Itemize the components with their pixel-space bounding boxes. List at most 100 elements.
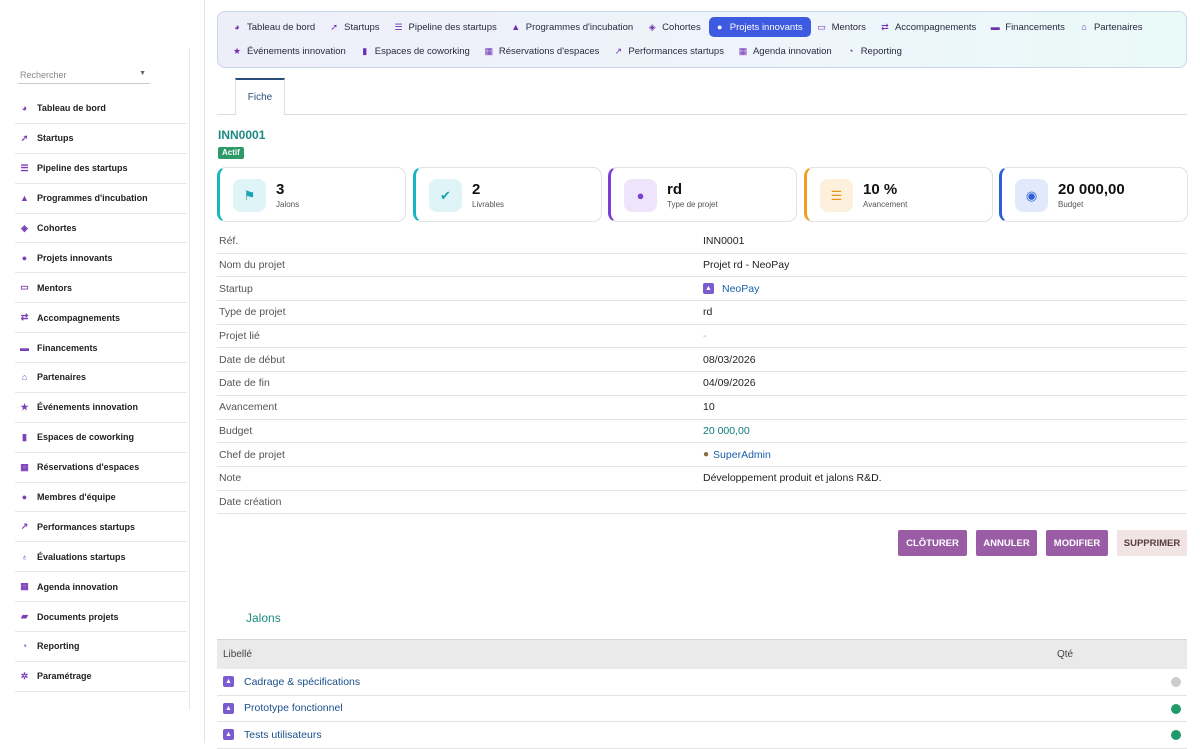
- sidebar-item-label: Partenaires: [37, 372, 87, 383]
- kpi-card: ☰ 10 % Avancement: [804, 167, 993, 222]
- field-value-text: Développement produit et jalons R&D.: [703, 472, 882, 485]
- field-value-text: INN0001: [703, 235, 745, 248]
- sidebar-item-label: Accompagnements: [37, 312, 121, 323]
- search-select[interactable]: Rechercher ▼: [18, 66, 150, 84]
- field-value-text: -: [703, 330, 707, 343]
- sidebar-item[interactable]: ◕ Tableau de bord: [15, 94, 187, 124]
- calendar-icon: ▦: [20, 581, 29, 592]
- sidebar-item[interactable]: ▰ Documents projets: [15, 602, 187, 633]
- money-bill-icon: ▬: [990, 22, 1000, 32]
- column-header-label[interactable]: Libellé: [223, 649, 252, 660]
- close-project-button[interactable]: CLÔTURER: [898, 530, 967, 556]
- field-value: Développement produit et jalons R&D.: [703, 472, 882, 484]
- nav-item[interactable]: ⌂ Partenaires: [1073, 17, 1151, 37]
- list-icon: ☰: [394, 21, 403, 32]
- field-label: Avancement: [219, 401, 278, 414]
- nav-item[interactable]: ⇄ Accompagnements: [874, 17, 984, 37]
- cancel-button[interactable]: ANNULER: [976, 530, 1037, 556]
- sidebar-item-label: Réservations d'espaces: [37, 462, 140, 473]
- sidebar-item[interactable]: ◔ Reporting: [15, 632, 187, 662]
- kpi-label: Type de projet: [667, 200, 718, 209]
- sidebar-item[interactable]: ⇄ Accompagnements: [15, 303, 187, 334]
- detail-table: Réf. INN0001 Nom du projet Projet rd - NeoP…: [217, 230, 1187, 515]
- coins-icon: ◉: [1015, 179, 1048, 212]
- sidebar-item[interactable]: ☰ Pipeline des startups: [15, 154, 187, 184]
- sidebar-item[interactable]: ➚ Startups: [15, 124, 187, 154]
- sidebar-item[interactable]: ◈ Cohortes: [15, 214, 187, 244]
- nav-item-label: Cohortes: [662, 21, 701, 33]
- sidebar-item[interactable]: ★ Événements innovation: [15, 393, 187, 423]
- sidebar-menu: ◕ Tableau de bord ➚ Startups ☰ Pipeline des s…: [15, 94, 187, 692]
- sidebar-item[interactable]: ▲ Programmes d'incubation: [15, 184, 187, 214]
- field-value[interactable]: ▲ NeoPay: [703, 283, 759, 295]
- sidebar-item[interactable]: ✲ Paramétrage: [15, 662, 187, 692]
- sidebar-item[interactable]: ▦ Réservations d'espaces: [15, 453, 187, 483]
- folder-icon: ▰: [21, 611, 28, 622]
- money-bill-icon: ▬: [20, 342, 29, 353]
- column-header-qty[interactable]: Qté: [1057, 649, 1074, 660]
- nav-item[interactable]: ★ Événements innovation: [226, 41, 354, 61]
- nav-item[interactable]: ➚ Startups: [323, 17, 387, 37]
- sidebar-item-label: Événements innovation: [37, 402, 139, 413]
- milestone-label[interactable]: Cadrage & spécifications: [244, 675, 361, 688]
- sidebar-item[interactable]: ● Membres d'équipe: [15, 483, 187, 513]
- pie-chart-icon: ◔: [21, 641, 28, 652]
- nav-item[interactable]: ▭ Mentors: [811, 17, 874, 37]
- award-icon: ♁: [21, 551, 28, 562]
- sidebar-item[interactable]: ▦ Agenda innovation: [15, 572, 187, 603]
- nav-item[interactable]: ▮ Espaces de coworking: [354, 41, 478, 61]
- field-value: 08/03/2026: [703, 354, 756, 366]
- sidebar-item[interactable]: ↗ Performances startups: [15, 512, 187, 543]
- nav-item[interactable]: ◈ Cohortes: [641, 17, 709, 37]
- nav-item[interactable]: ↗ Performances startups: [607, 41, 732, 61]
- sidebar-item[interactable]: ● Projets innovants: [15, 243, 187, 274]
- milestone-icon: ▲: [223, 676, 234, 688]
- field-label: Type de projet: [219, 306, 286, 319]
- kpi-label: Budget: [1058, 200, 1084, 209]
- edit-button[interactable]: MODIFIER: [1046, 530, 1108, 556]
- sidebar-item[interactable]: ▭ Mentors: [15, 273, 187, 304]
- field-value-text: 20 000,00: [703, 424, 750, 437]
- table-row[interactable]: ▲ Cadrage & spécifications: [217, 669, 1187, 696]
- sidebar: Rechercher ▼ ◕ Tableau de bord ➚ Startups ☰ P…: [0, 0, 205, 743]
- nav-item[interactable]: ● Projets innovants: [708, 17, 811, 37]
- sidebar-item[interactable]: ▬ Financements: [15, 333, 187, 364]
- sidebar-item[interactable]: ▮ Espaces de coworking: [15, 423, 187, 453]
- nav-item[interactable]: ▲ Programmes d'incubation: [505, 17, 641, 37]
- sidebar-item-label: Startups: [37, 133, 74, 144]
- kpi-value: 3: [276, 181, 285, 198]
- layers-icon: ◈: [21, 222, 28, 233]
- status-badge: Actif: [218, 147, 244, 159]
- sidebar-item-label: Projets innovants: [37, 252, 113, 263]
- nav-item[interactable]: ▦ Réservations d'espaces: [478, 41, 608, 61]
- building-icon: ▮: [362, 45, 368, 56]
- nav-item[interactable]: ▦ Agenda innovation: [732, 41, 840, 61]
- tab-fiche[interactable]: Fiche: [235, 78, 285, 115]
- nav-item-label: Startups: [344, 21, 380, 33]
- bank-icon: ⌂: [21, 372, 28, 383]
- milestone-label[interactable]: Prototype fonctionnel: [244, 702, 343, 715]
- nav-item[interactable]: ◔ Reporting: [840, 41, 910, 61]
- milestone-label[interactable]: Tests utilisateurs: [244, 728, 322, 741]
- table-row[interactable]: ▲ Tests utilisateurs: [217, 722, 1187, 749]
- detail-row: Avancement 10: [217, 396, 1187, 420]
- field-value-text[interactable]: SuperAdmin: [713, 448, 771, 461]
- caret-down-icon[interactable]: ▼: [139, 70, 146, 77]
- sidebar-item[interactable]: ⌂ Partenaires: [15, 363, 187, 393]
- detail-row: Nom du projet Projet rd - NeoPay: [217, 254, 1187, 278]
- jalons-table: Libellé Qté ▲ Cadrage & spécifications ▲ Pr…: [217, 639, 1187, 749]
- nav-item[interactable]: ▬ Financements: [984, 17, 1073, 37]
- nav-item[interactable]: ◕ Tableau de bord: [226, 17, 323, 37]
- field-value-text[interactable]: NeoPay: [722, 282, 760, 295]
- nav-row-2: ★ Événements innovation ▮ Espaces de cowork…: [226, 41, 910, 61]
- kpi-card: ⚑ 3 Jalons: [217, 167, 406, 222]
- table-row[interactable]: ▲ Prototype fonctionnel: [217, 696, 1187, 722]
- field-value: 04/09/2026: [703, 377, 756, 389]
- field-value[interactable]: ● SuperAdmin: [703, 449, 771, 461]
- nav-item[interactable]: ☰ Pipeline des startups: [388, 17, 505, 37]
- milestone-icon: ▲: [223, 702, 234, 714]
- delete-button[interactable]: SUPPRIMER: [1117, 530, 1187, 556]
- sidebar-item[interactable]: ♁ Évaluations startups: [15, 542, 187, 573]
- sidebar-item-label: Programmes d'incubation: [37, 193, 148, 204]
- detail-row: Date de fin 04/09/2026: [217, 372, 1187, 396]
